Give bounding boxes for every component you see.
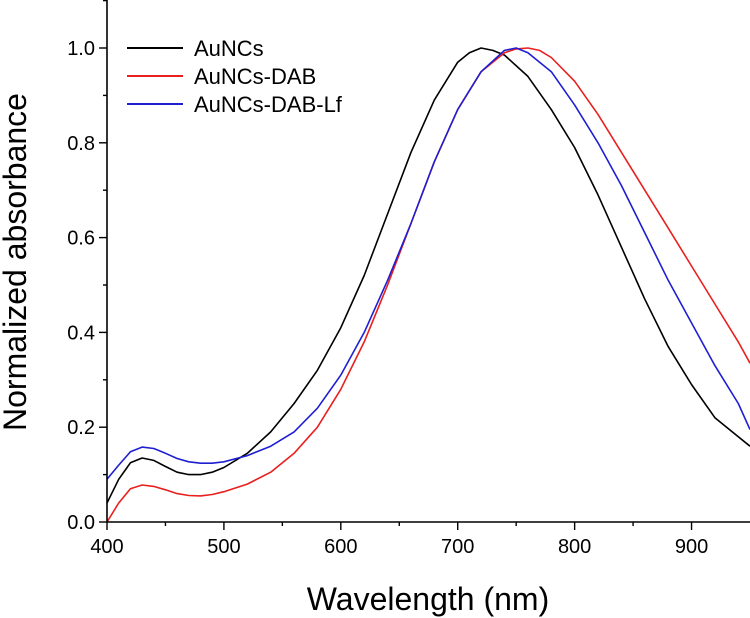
legend-label-0: AuNCs [194,36,264,61]
y-tick-label: 0.2 [67,417,95,439]
x-tick-label: 700 [441,536,474,558]
series-line-2 [106,47,750,480]
x-tick-label: 900 [675,536,708,558]
x-tick-label: 400 [90,536,123,558]
x-tick-label: 500 [207,536,240,558]
y-tick-label: 1.0 [67,38,95,60]
y-tick-label: 0.0 [67,512,95,534]
y-tick-label: 0.6 [67,228,95,250]
legend-label-2: AuNCs-DAB-Lf [194,92,343,117]
x-ticks: 400 500 600 700 800 900 [90,522,708,558]
series-layer [106,47,750,523]
x-tick-label: 800 [558,536,591,558]
x-tick-label: 600 [324,536,357,558]
legend: AuNCs AuNCs-DAB AuNCs-DAB-Lf [127,36,343,117]
legend-label-1: AuNCs-DAB [194,64,316,89]
y-ticks: 0.0 0.2 0.4 0.6 0.8 1.0 [67,0,107,534]
series-line-0 [106,47,750,504]
series-line-1 [106,47,750,523]
y-tick-label: 0.8 [67,133,95,155]
axes [106,0,750,523]
x-axis-title: Wavelength (nm) [307,581,549,617]
y-tick-label: 0.4 [67,322,95,344]
y-axis-title: Normalized absorbance [0,93,33,431]
